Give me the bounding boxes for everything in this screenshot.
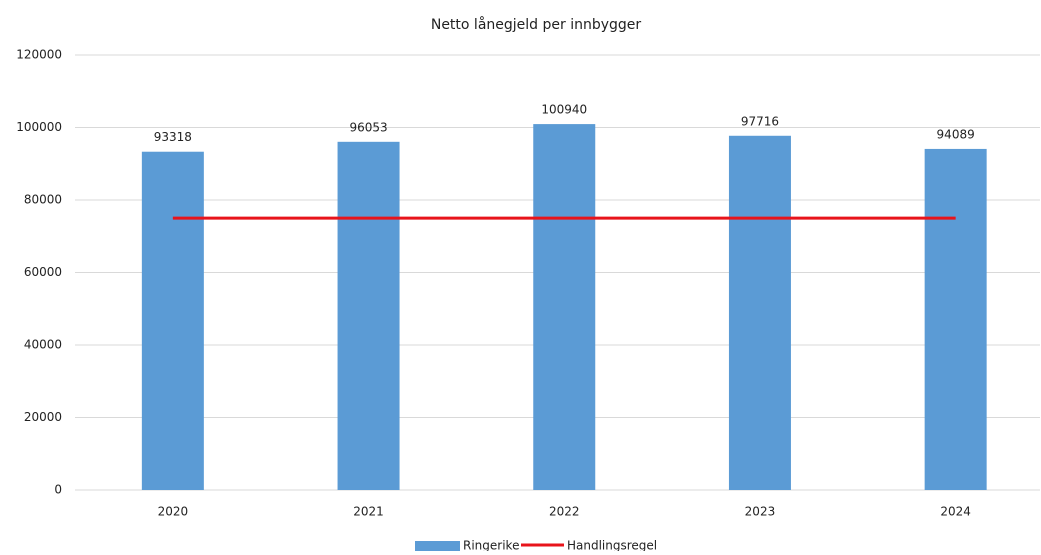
legend-label: Ringerike [463,539,519,552]
legend-label: Handlingsregel [567,539,657,552]
bar [337,141,400,491]
y-tick-label: 60000 [24,265,62,279]
data-label: 100940 [541,103,587,117]
y-tick-label: 100000 [16,120,62,134]
data-label: 96053 [349,120,387,134]
y-tick-label: 40000 [24,338,62,352]
x-tick-label: 2021 [353,505,384,519]
bar [141,151,204,491]
x-tick-label: 2022 [549,505,580,519]
y-tick-label: 80000 [24,193,62,207]
data-label: 94089 [937,127,975,141]
bar [533,124,596,490]
chart-title: Netto lånegjeld per innbygger [431,16,642,33]
x-tick-label: 2024 [940,505,971,519]
data-label: 97716 [741,114,779,128]
y-tick-label: 20000 [24,410,62,424]
data-label: 93318 [154,130,192,144]
x-tick-label: 2020 [158,505,189,519]
bar [924,148,987,490]
y-tick-label: 0 [54,483,62,497]
x-tick-label: 2023 [745,505,776,519]
legend-swatch [415,541,460,551]
bar [728,135,791,491]
y-tick-label: 120000 [16,48,62,62]
